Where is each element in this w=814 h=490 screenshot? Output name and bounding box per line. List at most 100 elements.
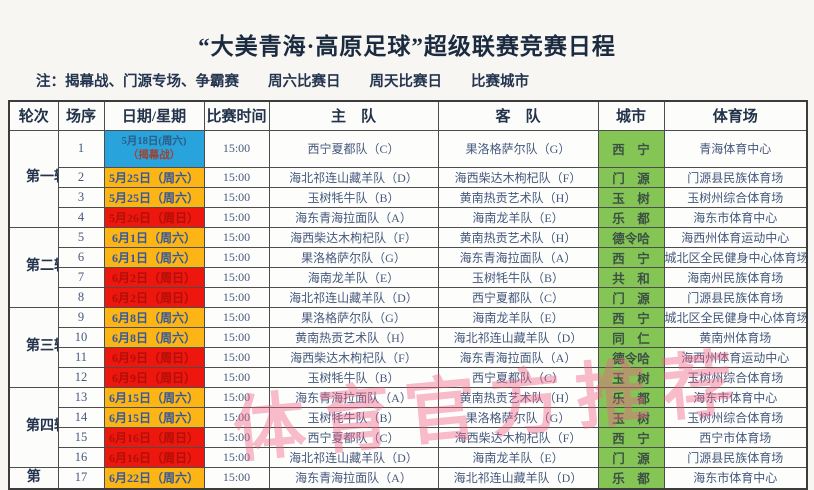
- col-header-no: 场序: [57, 100, 105, 131]
- match-number: 15: [57, 426, 105, 448]
- away-team: 玉树牦牛队（B）: [437, 266, 599, 288]
- match-time: 15:00: [203, 366, 270, 388]
- match-time: 15:00: [203, 266, 270, 288]
- round-label: 第四轮: [8, 386, 59, 468]
- legend-note: 注：揭幕战、门源专场、争霸赛 周六比赛日 周天比赛日 比赛城市: [36, 74, 529, 90]
- stadium: 海西州体育运动中心: [663, 226, 808, 248]
- match-time: 15:00: [203, 226, 270, 248]
- round-label: 第: [8, 466, 59, 490]
- match-number: 7: [57, 266, 105, 288]
- match-row: 16 6月16日（周日） 15:00 海北祁连山藏羊队（D） 海南龙羊队（E）门 源门源…: [9, 446, 808, 468]
- home-team: 果洛格萨尔队（G）: [268, 306, 439, 328]
- match-row: 第二轮56月1日（周六）15:00海西柴达木枸杞队（F）黄南热贡艺术队（H）德令…: [8, 226, 808, 308]
- match-time: 15:00: [203, 326, 270, 348]
- match-city: 西 宁: [597, 129, 665, 168]
- stadium: 海东市体育中心: [663, 466, 808, 490]
- stadium: 黄南州体育场: [663, 326, 808, 348]
- away-team: 海南龙羊队（E）: [437, 306, 599, 328]
- schedule-table: 轮次 场序 日期/星期 比赛时间 主 队 客 队 城市 体育场 第一轮15月18…: [8, 100, 808, 490]
- col-header-round: 轮次: [8, 100, 59, 131]
- away-team: 黄南热贡艺术队（H）: [437, 226, 599, 248]
- stadium: 海东市体育中心: [663, 206, 808, 228]
- match-date: 5月18日(周六) （揭幕战）: [103, 129, 205, 168]
- match-time: 15:00: [203, 346, 270, 368]
- home-team: 海东青海拉面队（A）: [268, 386, 439, 408]
- stadium: 海南州民族体育场: [663, 266, 808, 288]
- match-row: 14 6月15日（周六） 15:00 玉树牦牛队（B） 果洛格萨尔队（G）玉 树玉树州综…: [9, 406, 808, 428]
- match-number: 6: [57, 246, 105, 268]
- match-date: 6月15日（周六）: [103, 386, 205, 408]
- home-team: 海北祁连山藏羊队（D）: [268, 446, 439, 468]
- match-date: 6月1日（周六）: [103, 226, 205, 248]
- match-number: 14: [57, 406, 105, 428]
- match-number: 3: [57, 186, 105, 208]
- home-team: 黄南热贡艺术队（H）: [268, 326, 439, 348]
- match-city: 门 源: [597, 286, 665, 308]
- match-row: 第一轮15月18日(周六)（揭幕战）15:00西宁夏都队（C）果洛格萨尔队（G）…: [8, 129, 808, 228]
- match-date: 5月25日（周六）: [103, 186, 205, 208]
- match-row: 10 6月8日（周六） 15:00 黄南热贡艺术队（H） 海北祁连山藏羊队（D）同 仁黄…: [9, 326, 808, 348]
- match-city: 玉 树: [597, 366, 665, 388]
- away-team: 海西柴达木枸杞队（F）: [437, 426, 599, 448]
- match-row: 4 5月26日（周日） 15:00 海东青海拉面队（A） 海南龙羊队（E）乐 都海东市体…: [9, 206, 808, 228]
- match-date: 5月26日（周日）: [103, 206, 205, 228]
- match-city: 共 和: [597, 266, 665, 288]
- stadium: 玉树州综合体育场: [663, 186, 808, 208]
- match-city: 德令哈: [597, 226, 665, 248]
- away-team: 黄南热贡艺术队（H）: [437, 386, 599, 408]
- stadium: 门源县民族体育场: [663, 166, 808, 188]
- home-team: 玉树牦牛队（B）: [268, 366, 439, 388]
- home-team: 玉树牦牛队（B）: [268, 186, 439, 208]
- match-time: 15:00: [203, 426, 270, 448]
- stadium: 城北区全民健身中心体育场: [663, 246, 808, 268]
- home-team: 海东青海拉面队（A）: [268, 466, 439, 490]
- stadium: 海东市体育中心: [663, 386, 808, 408]
- match-city: 玉 树: [597, 186, 665, 208]
- col-header-home: 主 队: [268, 100, 439, 131]
- match-city: 乐 都: [597, 386, 665, 408]
- match-date: 6月22日（周六）: [103, 466, 205, 490]
- home-team: 海北祁连山藏羊队（D）: [268, 286, 439, 308]
- col-header-time: 比赛时间: [203, 100, 270, 131]
- away-team: 果洛格萨尔队（G）: [437, 129, 599, 168]
- round-label: 第二轮: [8, 226, 59, 308]
- match-row: 7 6月2日（周日） 15:00 海南龙羊队（E） 玉树牦牛队（B）共 和海南州民族体育…: [9, 266, 808, 288]
- match-time: 15:00: [203, 446, 270, 468]
- match-time: 15:00: [203, 406, 270, 428]
- match-time: 15:00: [203, 286, 270, 308]
- away-team: 西宁夏都队（C）: [437, 366, 599, 388]
- away-team: 海南龙羊队（E）: [437, 446, 599, 468]
- match-city: 同 仁: [597, 326, 665, 348]
- home-team: 海西柴达木枸杞队（F）: [268, 346, 439, 368]
- away-team: 黄南热贡艺术队（H）: [437, 186, 599, 208]
- match-time: 15:00: [203, 466, 270, 490]
- match-date: 6月1日（周六）: [103, 246, 205, 268]
- page-title: “大美青海·高原足球”超级联赛竞赛日程: [198, 34, 616, 59]
- match-date: 6月16日（周日）: [103, 426, 205, 448]
- match-city: 门 源: [597, 166, 665, 188]
- away-team: 海北祁连山藏羊队（D）: [437, 326, 599, 348]
- match-row: 2 5月25日（周六） 15:00 海北祁连山藏羊队（D） 海西柴达木枸杞队（F）门 源…: [9, 166, 808, 188]
- col-header-date: 日期/星期: [103, 100, 205, 131]
- match-city: 西 宁: [597, 426, 665, 448]
- round-label: 第三轮: [8, 306, 59, 388]
- match-city: 乐 都: [597, 206, 665, 228]
- match-city: 玉 树: [597, 406, 665, 428]
- match-date: 6月9日（周日）: [103, 346, 205, 368]
- match-time: 15:00: [203, 166, 270, 188]
- match-number: 11: [57, 346, 105, 368]
- match-number: 5: [57, 226, 105, 248]
- match-city: 德令哈: [597, 346, 665, 368]
- match-number: 4: [57, 206, 105, 228]
- match-date: 6月9日（周日）: [103, 366, 205, 388]
- col-header-away: 客 队: [437, 100, 599, 131]
- away-team: 海东青海拉面队（A）: [437, 346, 599, 368]
- away-team: 西宁夏都队（C）: [437, 286, 599, 308]
- home-team: 玉树牦牛队（B）: [268, 406, 439, 428]
- match-row: 第四轮136月15日（周六）15:00海东青海拉面队（A）黄南热贡艺术队（H）乐…: [8, 386, 808, 468]
- home-team: 海北祁连山藏羊队（D）: [268, 166, 439, 188]
- home-team: 海南龙羊队（E）: [268, 266, 439, 288]
- away-team: 果洛格萨尔队（G）: [437, 406, 599, 428]
- away-team: 海北祁连山藏羊队（D）: [437, 466, 599, 490]
